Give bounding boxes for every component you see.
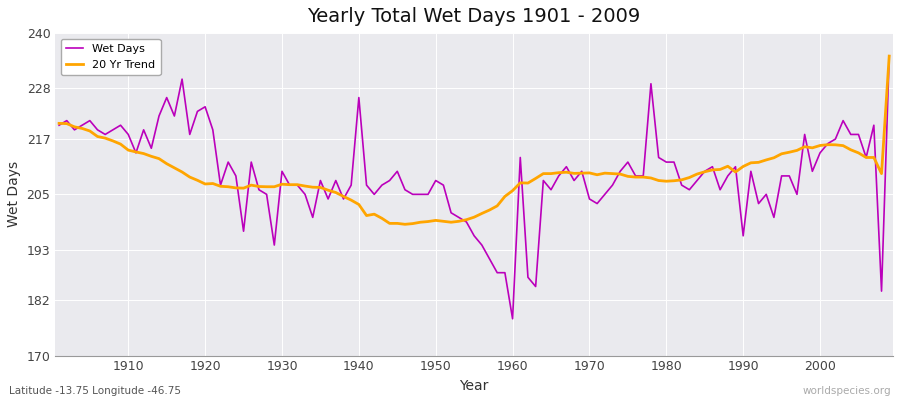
Wet Days <box>330 178 341 183</box>
Wet Days <box>515 155 526 160</box>
20 Yr Trend <box>884 54 895 58</box>
20 Yr Trend <box>54 121 65 126</box>
Text: Latitude -13.75 Longitude -46.75: Latitude -13.75 Longitude -46.75 <box>9 386 181 396</box>
Text: worldspecies.org: worldspecies.org <box>803 386 891 396</box>
Legend: Wet Days, 20 Yr Trend: Wet Days, 20 Yr Trend <box>61 39 160 76</box>
20 Yr Trend <box>115 142 126 146</box>
Y-axis label: Wet Days: Wet Days <box>7 161 21 228</box>
Wet Days <box>884 54 895 58</box>
X-axis label: Year: Year <box>460 379 489 393</box>
20 Yr Trend <box>608 171 618 176</box>
Wet Days <box>608 183 618 188</box>
20 Yr Trend <box>284 182 295 187</box>
Line: 20 Yr Trend: 20 Yr Trend <box>59 56 889 224</box>
Wet Days <box>284 183 295 188</box>
Title: Yearly Total Wet Days 1901 - 2009: Yearly Total Wet Days 1901 - 2009 <box>308 7 641 26</box>
Wet Days <box>54 123 65 128</box>
Wet Days <box>115 123 126 128</box>
Wet Days <box>508 316 518 321</box>
Wet Days <box>500 270 510 275</box>
20 Yr Trend <box>515 180 526 185</box>
20 Yr Trend <box>330 190 341 195</box>
20 Yr Trend <box>508 188 518 193</box>
Line: Wet Days: Wet Days <box>59 56 889 319</box>
20 Yr Trend <box>400 222 410 227</box>
